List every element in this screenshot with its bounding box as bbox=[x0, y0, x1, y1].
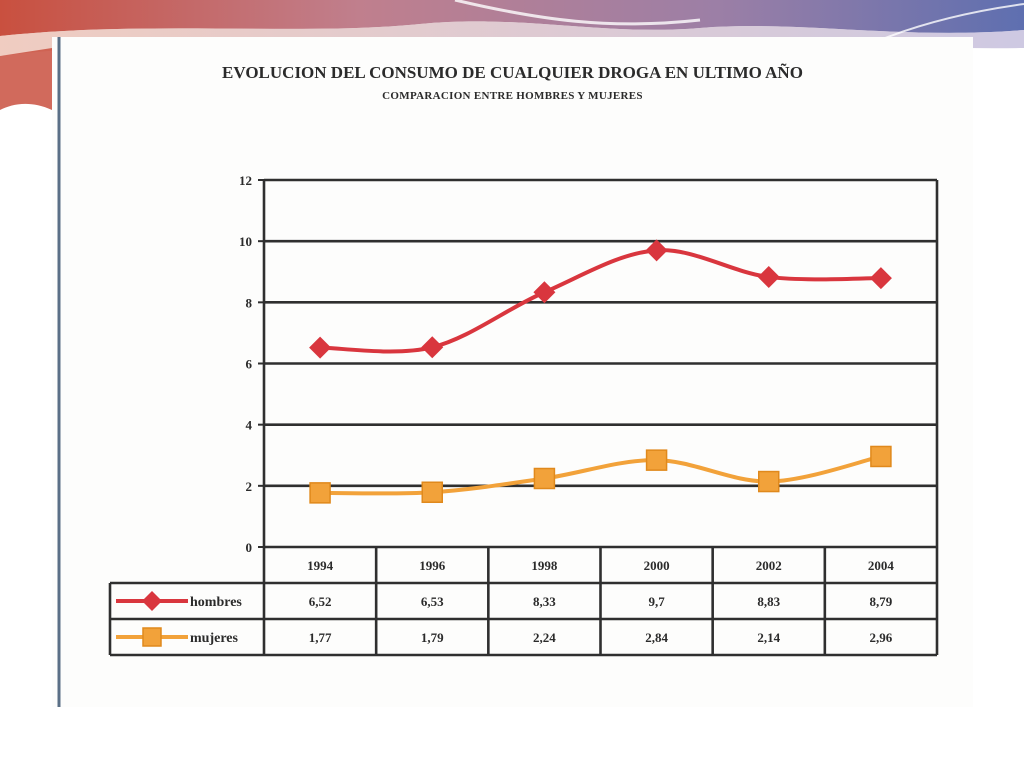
x-category-label: 1998 bbox=[531, 558, 558, 573]
legend-label-mujeres: mujeres bbox=[190, 631, 238, 646]
y-tick-label: 0 bbox=[246, 540, 253, 555]
chart-subtitle: COMPARACION ENTRE HOMBRES Y MUJERES bbox=[382, 90, 643, 102]
data-label-mujeres: 2,84 bbox=[645, 630, 668, 645]
data-point-hombres bbox=[645, 239, 668, 262]
data-point-hombres bbox=[309, 336, 332, 359]
data-point-mujeres bbox=[645, 449, 668, 471]
x-category-label: 2002 bbox=[756, 558, 782, 573]
data-label-mujeres: 2,96 bbox=[870, 630, 893, 645]
y-tick-label: 4 bbox=[246, 418, 253, 433]
data-label-hombres: 6,52 bbox=[309, 594, 332, 609]
data-point-mujeres bbox=[421, 481, 443, 504]
chart-figure: 0 2 4 6 8 10 12 1994 1996 1998 2000 2002 2004 hombre… bbox=[52, 37, 973, 707]
series-line-mujeres bbox=[320, 454, 882, 496]
data-point-mujeres bbox=[533, 467, 556, 490]
x-category-label: 2004 bbox=[868, 558, 895, 573]
legend-marker-mujeres bbox=[142, 627, 162, 647]
data-point-hombres bbox=[757, 265, 780, 288]
top-wave-band bbox=[0, 0, 1024, 36]
data-label-hombres: 8,83 bbox=[757, 594, 780, 609]
data-label-mujeres: 2,24 bbox=[533, 630, 556, 645]
data-point-hombres bbox=[421, 336, 444, 359]
data-point-mujeres bbox=[758, 470, 780, 493]
left-wave-accent bbox=[0, 48, 52, 110]
x-category-label: 1994 bbox=[307, 558, 334, 573]
x-category-label: 2000 bbox=[644, 558, 670, 573]
data-point-mujeres bbox=[870, 445, 892, 468]
data-label-mujeres: 2,14 bbox=[757, 630, 780, 645]
data-label-mujeres: 1,79 bbox=[421, 630, 444, 645]
y-tick-label: 6 bbox=[246, 357, 253, 372]
chart-title: EVOLUCION DEL CONSUMO DE CUALQUIER DROGA… bbox=[222, 63, 803, 82]
data-label-mujeres: 1,77 bbox=[309, 630, 332, 645]
chart-svg: 0 2 4 6 8 10 12 1994 1996 1998 2000 2002 2004 hombre… bbox=[57, 37, 939, 707]
legend-label-hombres: hombres bbox=[190, 595, 242, 610]
y-tick-label: 2 bbox=[246, 479, 253, 494]
y-tick-label: 12 bbox=[239, 173, 252, 188]
data-label-hombres: 6,53 bbox=[421, 594, 444, 609]
x-category-label: 1996 bbox=[419, 558, 446, 573]
data-label-hombres: 8,33 bbox=[533, 594, 556, 609]
legend-marker-hombres bbox=[142, 591, 162, 611]
data-point-hombres bbox=[869, 267, 892, 290]
y-tick-label: 8 bbox=[246, 295, 253, 310]
data-label-hombres: 8,79 bbox=[870, 594, 893, 609]
data-point-mujeres bbox=[309, 482, 331, 504]
series-line-hombres bbox=[320, 248, 881, 354]
data-label-hombres: 9,7 bbox=[648, 594, 665, 609]
y-tick-label: 10 bbox=[239, 234, 252, 249]
data-point-hombres bbox=[533, 281, 556, 304]
